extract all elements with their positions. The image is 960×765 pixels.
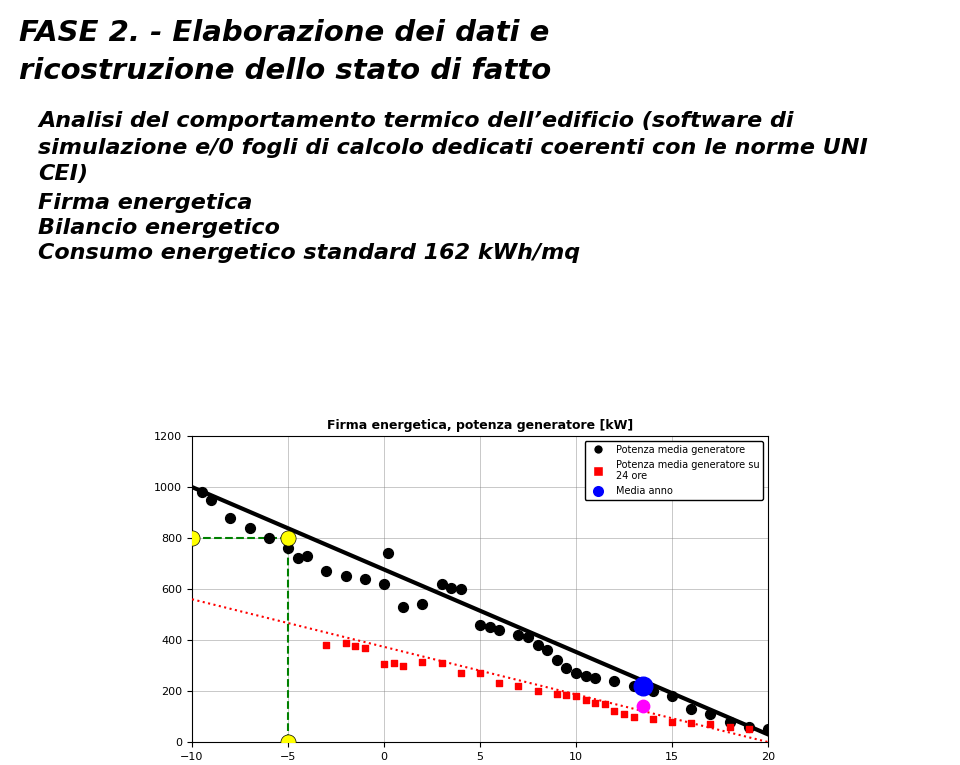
Title: Firma energetica, potenza generatore [kW]: Firma energetica, potenza generatore [kW…	[326, 419, 634, 432]
Point	[319, 639, 334, 651]
Point	[434, 578, 449, 590]
Legend: Potenza media generatore, Potenza media generatore su
24 ore, Media anno: Potenza media generatore, Potenza media …	[585, 441, 763, 500]
Point	[380, 547, 396, 559]
Point	[396, 659, 411, 672]
Point	[223, 512, 238, 524]
Point	[588, 672, 603, 685]
Point	[568, 667, 584, 679]
Text: Bilancio energetico: Bilancio energetico	[38, 218, 280, 238]
Point	[319, 565, 334, 578]
Point	[261, 532, 276, 544]
Point	[472, 619, 488, 631]
Point	[338, 636, 353, 649]
Point	[520, 631, 536, 643]
Point	[540, 644, 555, 656]
Point	[597, 698, 612, 710]
Point	[568, 690, 584, 702]
Point	[645, 713, 660, 725]
Point	[636, 680, 651, 692]
Point	[626, 711, 641, 723]
Point	[300, 550, 315, 562]
Point	[664, 690, 680, 702]
Point	[204, 493, 219, 506]
Point	[396, 601, 411, 613]
Text: CEI): CEI)	[38, 164, 88, 184]
Text: Analisi del comportamento termico dell’edificio (software di: Analisi del comportamento termico dell’e…	[38, 111, 794, 131]
Point	[684, 703, 699, 715]
Point	[616, 708, 632, 720]
Point	[684, 717, 699, 729]
Point	[511, 680, 526, 692]
Point	[482, 621, 497, 633]
Point	[722, 715, 737, 728]
Point	[280, 532, 296, 544]
Text: Consumo energetico standard 162 kWh/mq: Consumo energetico standard 162 kWh/mq	[38, 243, 581, 263]
Point	[357, 642, 372, 654]
Point	[453, 667, 468, 679]
Point	[242, 522, 257, 534]
Point	[415, 656, 430, 668]
Point	[280, 542, 296, 555]
Point	[578, 669, 593, 682]
Point	[357, 573, 372, 585]
Point	[376, 658, 392, 670]
Point	[549, 654, 564, 666]
Point	[290, 552, 305, 565]
Point	[492, 677, 507, 689]
Point	[703, 708, 718, 720]
Point	[511, 629, 526, 641]
Point	[338, 570, 353, 582]
Point	[348, 640, 363, 653]
Point	[194, 486, 209, 498]
Text: simulazione e/0 fogli di calcolo dedicati coerenti con le norme UNI: simulazione e/0 fogli di calcolo dedicat…	[38, 138, 868, 158]
Point	[530, 685, 545, 697]
Point	[664, 715, 680, 728]
Point	[741, 721, 756, 733]
Point	[549, 688, 564, 700]
Point	[722, 721, 737, 733]
Point	[386, 657, 401, 669]
Point	[626, 680, 641, 692]
Point	[636, 700, 651, 712]
Text: ricostruzione dello stato di fatto: ricostruzione dello stato di fatto	[19, 57, 551, 86]
Point	[492, 623, 507, 636]
Text: Firma energetica: Firma energetica	[38, 193, 252, 213]
Point	[645, 685, 660, 697]
Point	[184, 532, 200, 544]
Point	[578, 694, 593, 706]
Point	[588, 696, 603, 708]
Point	[607, 705, 622, 718]
Point	[280, 736, 296, 748]
Point	[741, 723, 756, 735]
Point	[472, 667, 488, 679]
Point	[760, 723, 776, 735]
Point	[415, 598, 430, 610]
Point	[530, 639, 545, 651]
Point	[559, 688, 574, 701]
Point	[453, 583, 468, 595]
Point	[559, 662, 574, 674]
Text: FASE 2. - Elaborazione dei dati e: FASE 2. - Elaborazione dei dati e	[19, 19, 549, 47]
Point	[376, 578, 392, 590]
Point	[444, 581, 459, 594]
Point	[703, 718, 718, 731]
Point	[434, 657, 449, 669]
Point	[607, 675, 622, 687]
